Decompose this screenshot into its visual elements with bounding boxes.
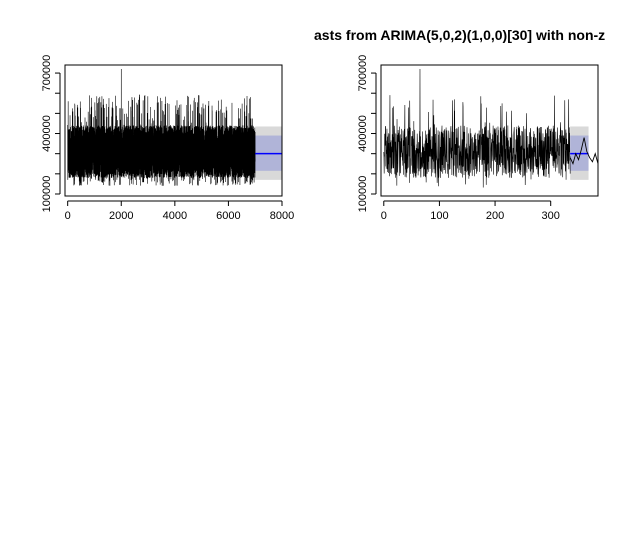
chart-title: asts from ARIMA(5,0,2)(1,0,0)[30] with n… xyxy=(314,27,605,43)
y-tick-label: 700000 xyxy=(41,55,53,92)
observed-series-line xyxy=(67,69,256,186)
observed-series-line xyxy=(383,69,571,188)
x-tick-label: 8000 xyxy=(270,210,294,222)
plot-frame xyxy=(64,64,283,197)
y-tick-label: 100000 xyxy=(41,176,53,213)
x-tick-label: 4000 xyxy=(163,210,187,222)
y-tick-label: 100000 xyxy=(357,176,369,213)
x-tick-label: 100 xyxy=(430,210,448,222)
x-tick-label: 0 xyxy=(65,210,71,222)
overlay-series-line xyxy=(569,137,599,166)
x-tick-label: 6000 xyxy=(216,210,240,222)
plot-frame xyxy=(380,64,599,197)
x-tick-label: 2000 xyxy=(109,210,133,222)
x-tick-label: 0 xyxy=(381,210,387,222)
x-tick-label: 200 xyxy=(486,210,504,222)
forecast-panel-zoomed: 0 100 200 300 100000 400000 700000 xyxy=(357,55,599,222)
y-tick-label: 400000 xyxy=(357,115,369,152)
y-tick-label: 700000 xyxy=(357,55,369,92)
y-tick-label: 400000 xyxy=(41,115,53,152)
forecast-panel-full: 0 2000 4000 6000 8000 100000 400000 700000 xyxy=(41,55,294,222)
x-tick-label: 300 xyxy=(542,210,560,222)
